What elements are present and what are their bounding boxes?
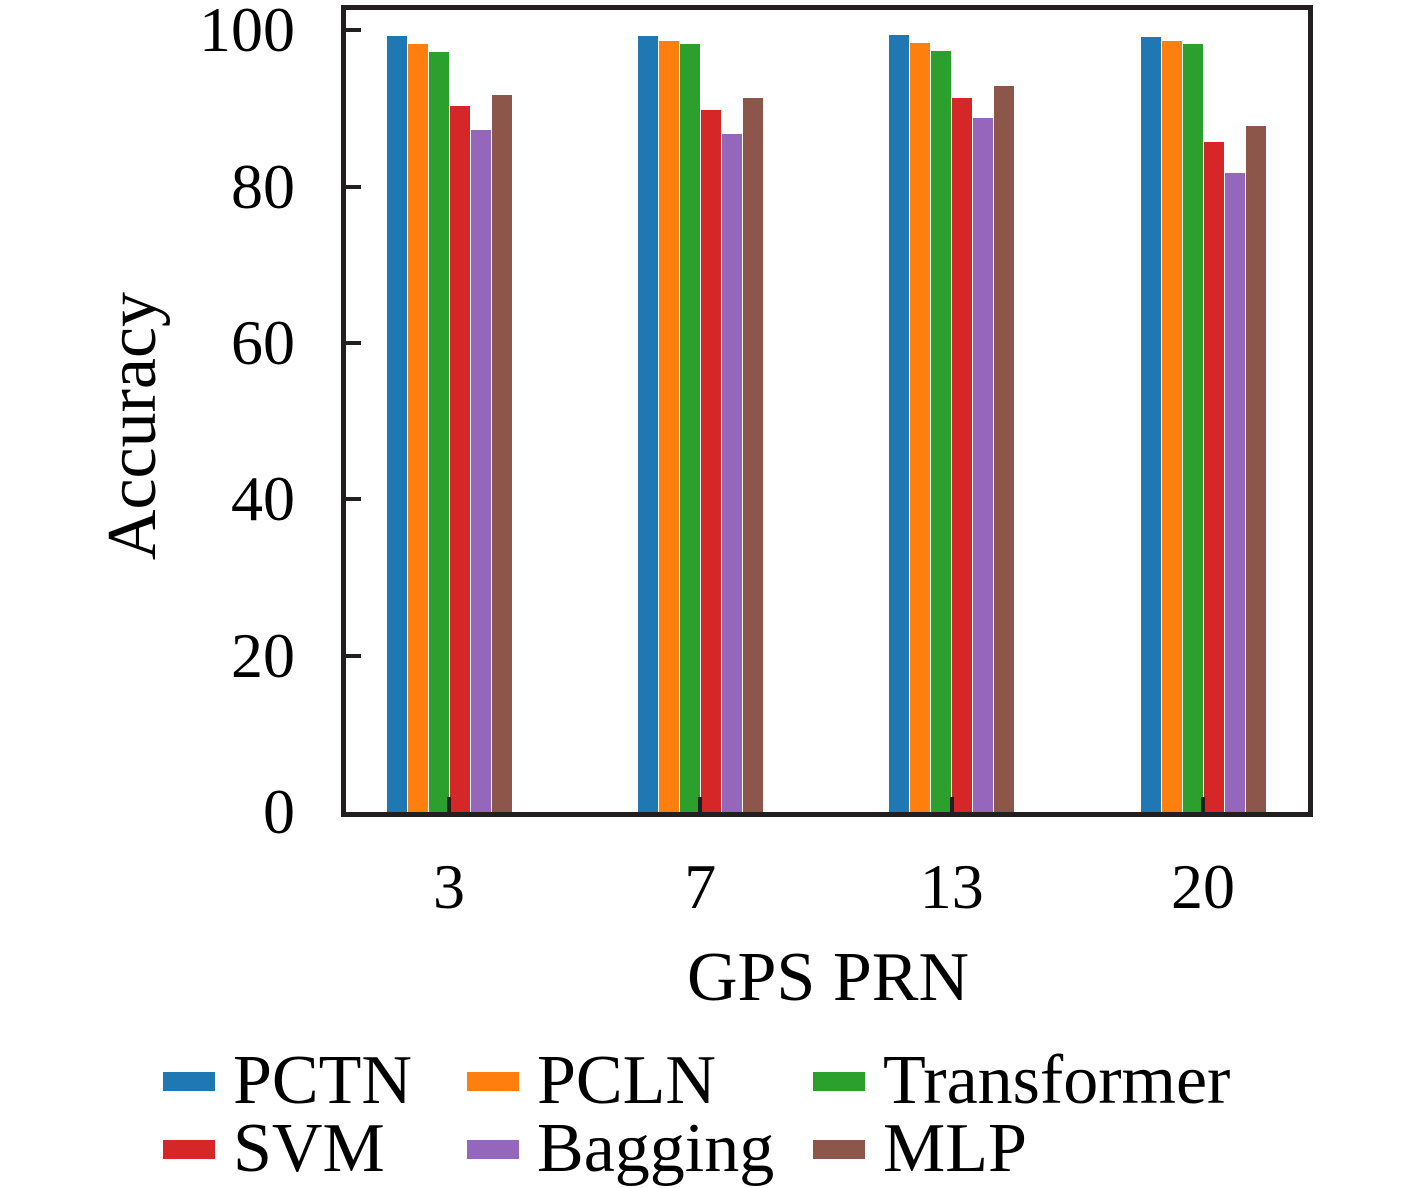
legend-item-pctn: PCTN (163, 1046, 412, 1116)
bar-pctn-prn20 (1140, 36, 1161, 812)
bar-svm-prn3 (449, 106, 470, 812)
bar-bagging-prn7 (721, 134, 742, 812)
bar-pctn-prn13 (889, 35, 910, 812)
legend-swatch-bagging (467, 1139, 519, 1159)
y-tick-label: 20 (231, 619, 295, 691)
legend-item-transformer: Transformer (813, 1046, 1230, 1116)
bar-mlp-prn7 (742, 98, 763, 812)
bar-transformer-prn13 (931, 51, 952, 812)
legend-swatch-pctn (163, 1071, 215, 1091)
bar-pctn-prn3 (386, 35, 407, 812)
bar-transformer-prn20 (1182, 44, 1203, 812)
legend-label-mlp: MLP (883, 1110, 1027, 1187)
legend-swatch-pcln (467, 1071, 519, 1091)
legend-item-svm: SVM (163, 1114, 385, 1184)
bar-mlp-prn20 (1245, 126, 1266, 812)
y-tick-label: 40 (231, 463, 295, 535)
legend-label-transformer: Transformer (883, 1042, 1231, 1119)
y-tick-mark (346, 340, 361, 345)
legend-label-pctn: PCTN (233, 1042, 412, 1119)
y-tick-label: 80 (231, 150, 295, 222)
y-tick-label: 0 (263, 776, 295, 847)
x-tick-mark (698, 797, 703, 812)
x-tick-mark (447, 797, 451, 812)
legend-item-mlp: MLP (813, 1114, 1027, 1184)
bar-pcln-prn13 (910, 42, 931, 812)
y-tick-label: 60 (231, 306, 295, 378)
y-tick-label: 100 (199, 0, 295, 66)
bar-mlp-prn13 (994, 85, 1015, 812)
legend-swatch-svm (163, 1139, 215, 1159)
x-tick-label: 3 (433, 851, 465, 922)
bar-svm-prn7 (700, 110, 721, 812)
legend-item-bagging: Bagging (467, 1114, 774, 1184)
y-tick-mark (346, 497, 361, 502)
plot-area (341, 5, 1313, 817)
y-tick-mark (346, 184, 361, 189)
y-tick-mark (346, 653, 361, 658)
x-tick-mark (949, 797, 954, 812)
bar-transformer-prn3 (428, 52, 449, 812)
bar-bagging-prn13 (973, 117, 994, 812)
y-axis-label: Accuracy (94, 291, 171, 561)
legend-label-svm: SVM (233, 1110, 385, 1187)
bar-pcln-prn3 (407, 43, 428, 812)
bar-bagging-prn20 (1224, 172, 1245, 812)
x-tick-label: 7 (684, 851, 717, 922)
x-tick-mark (1201, 797, 1205, 812)
legend-swatch-transformer (813, 1071, 865, 1091)
x-tick-label: 20 (1171, 851, 1235, 922)
legend-swatch-mlp (813, 1139, 865, 1159)
bar-mlp-prn3 (491, 95, 512, 812)
bar-bagging-prn3 (470, 129, 491, 812)
y-tick-mark (346, 28, 361, 33)
legend-label-bagging: Bagging (537, 1110, 775, 1187)
bar-pctn-prn7 (637, 35, 658, 812)
legend-item-pcln: PCLN (467, 1046, 716, 1116)
legend-label-pcln: PCLN (537, 1042, 716, 1119)
x-tick-label: 13 (919, 851, 984, 922)
x-axis-label: GPS PRN (686, 939, 970, 1016)
bar-pcln-prn7 (658, 41, 679, 812)
bar-transformer-prn7 (679, 44, 700, 812)
bar-pcln-prn20 (1161, 40, 1182, 812)
plot-inner (346, 10, 1308, 812)
bar-svm-prn20 (1203, 142, 1224, 812)
bar-svm-prn13 (952, 98, 973, 812)
